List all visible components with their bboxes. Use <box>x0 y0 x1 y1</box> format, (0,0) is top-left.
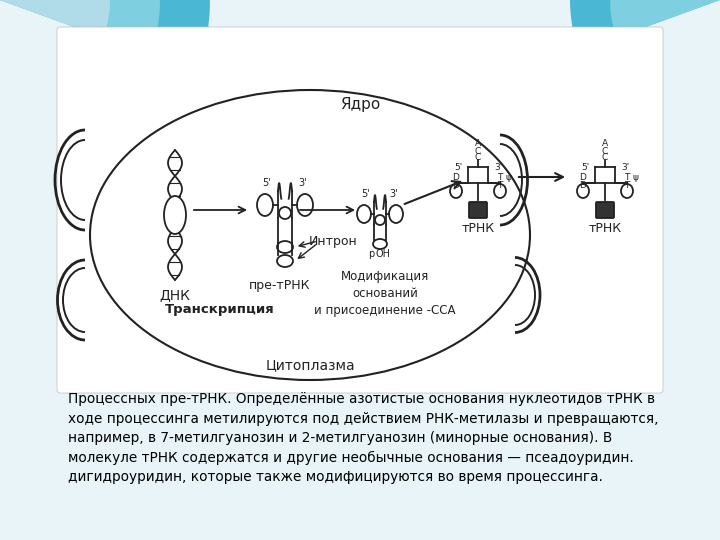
Text: ДНК: ДНК <box>160 288 190 302</box>
Text: T: T <box>624 172 630 181</box>
Text: A: A <box>475 138 481 147</box>
Wedge shape <box>610 0 720 38</box>
Text: Процессных пре-тРНК. Определённые азотистые основания нуклеотидов тРНК в
ходе пр: Процессных пре-тРНК. Определённые азотис… <box>68 392 659 484</box>
Ellipse shape <box>494 184 506 198</box>
Text: 5': 5' <box>263 178 271 188</box>
Text: C: C <box>475 146 481 156</box>
Text: D: D <box>580 172 586 181</box>
Text: OH: OH <box>376 249 391 259</box>
Text: Транскрипция: Транскрипция <box>165 303 275 316</box>
Ellipse shape <box>373 239 387 249</box>
Ellipse shape <box>297 194 313 216</box>
Ellipse shape <box>277 255 293 267</box>
Text: тРНК: тРНК <box>462 222 495 235</box>
Wedge shape <box>0 0 210 72</box>
Text: Интрон: Интрон <box>309 234 357 247</box>
Text: ψ: ψ <box>505 172 511 181</box>
Ellipse shape <box>277 241 293 253</box>
Text: C: C <box>475 153 481 163</box>
Text: A: A <box>602 138 608 147</box>
Ellipse shape <box>621 184 633 198</box>
Text: 3': 3' <box>494 163 502 172</box>
Text: C: C <box>602 146 608 156</box>
Text: Цитоплазма: Цитоплазма <box>265 358 355 372</box>
Text: 3': 3' <box>621 163 629 172</box>
Ellipse shape <box>450 184 462 198</box>
Ellipse shape <box>357 205 371 223</box>
Text: T: T <box>624 180 630 190</box>
Ellipse shape <box>257 194 273 216</box>
Wedge shape <box>0 0 110 38</box>
Text: D: D <box>453 180 459 190</box>
Text: Модификация
оснований
и присоединение -ССА: Модификация оснований и присоединение -С… <box>314 270 456 317</box>
Text: 3': 3' <box>299 178 307 188</box>
Text: D: D <box>453 172 459 181</box>
FancyBboxPatch shape <box>57 27 663 393</box>
Wedge shape <box>0 0 160 55</box>
Text: T: T <box>498 180 503 190</box>
Ellipse shape <box>164 196 186 234</box>
Wedge shape <box>570 0 720 51</box>
Text: 5': 5' <box>581 163 589 172</box>
Text: ψ: ψ <box>632 172 638 181</box>
Text: 5': 5' <box>454 163 462 172</box>
Text: T: T <box>498 172 503 181</box>
Ellipse shape <box>279 207 291 219</box>
Text: D: D <box>580 180 586 190</box>
Text: Ядро: Ядро <box>340 98 380 112</box>
Text: тРНК: тРНК <box>588 222 621 235</box>
Text: C: C <box>602 153 608 163</box>
FancyBboxPatch shape <box>469 202 487 218</box>
Text: p: p <box>368 249 374 259</box>
Ellipse shape <box>389 205 403 223</box>
Ellipse shape <box>577 184 589 198</box>
Ellipse shape <box>375 215 385 225</box>
Text: 3': 3' <box>390 189 398 199</box>
Text: пре-тРНК: пре-тРНК <box>249 279 311 292</box>
FancyBboxPatch shape <box>596 202 614 218</box>
Text: 5': 5' <box>361 189 370 199</box>
